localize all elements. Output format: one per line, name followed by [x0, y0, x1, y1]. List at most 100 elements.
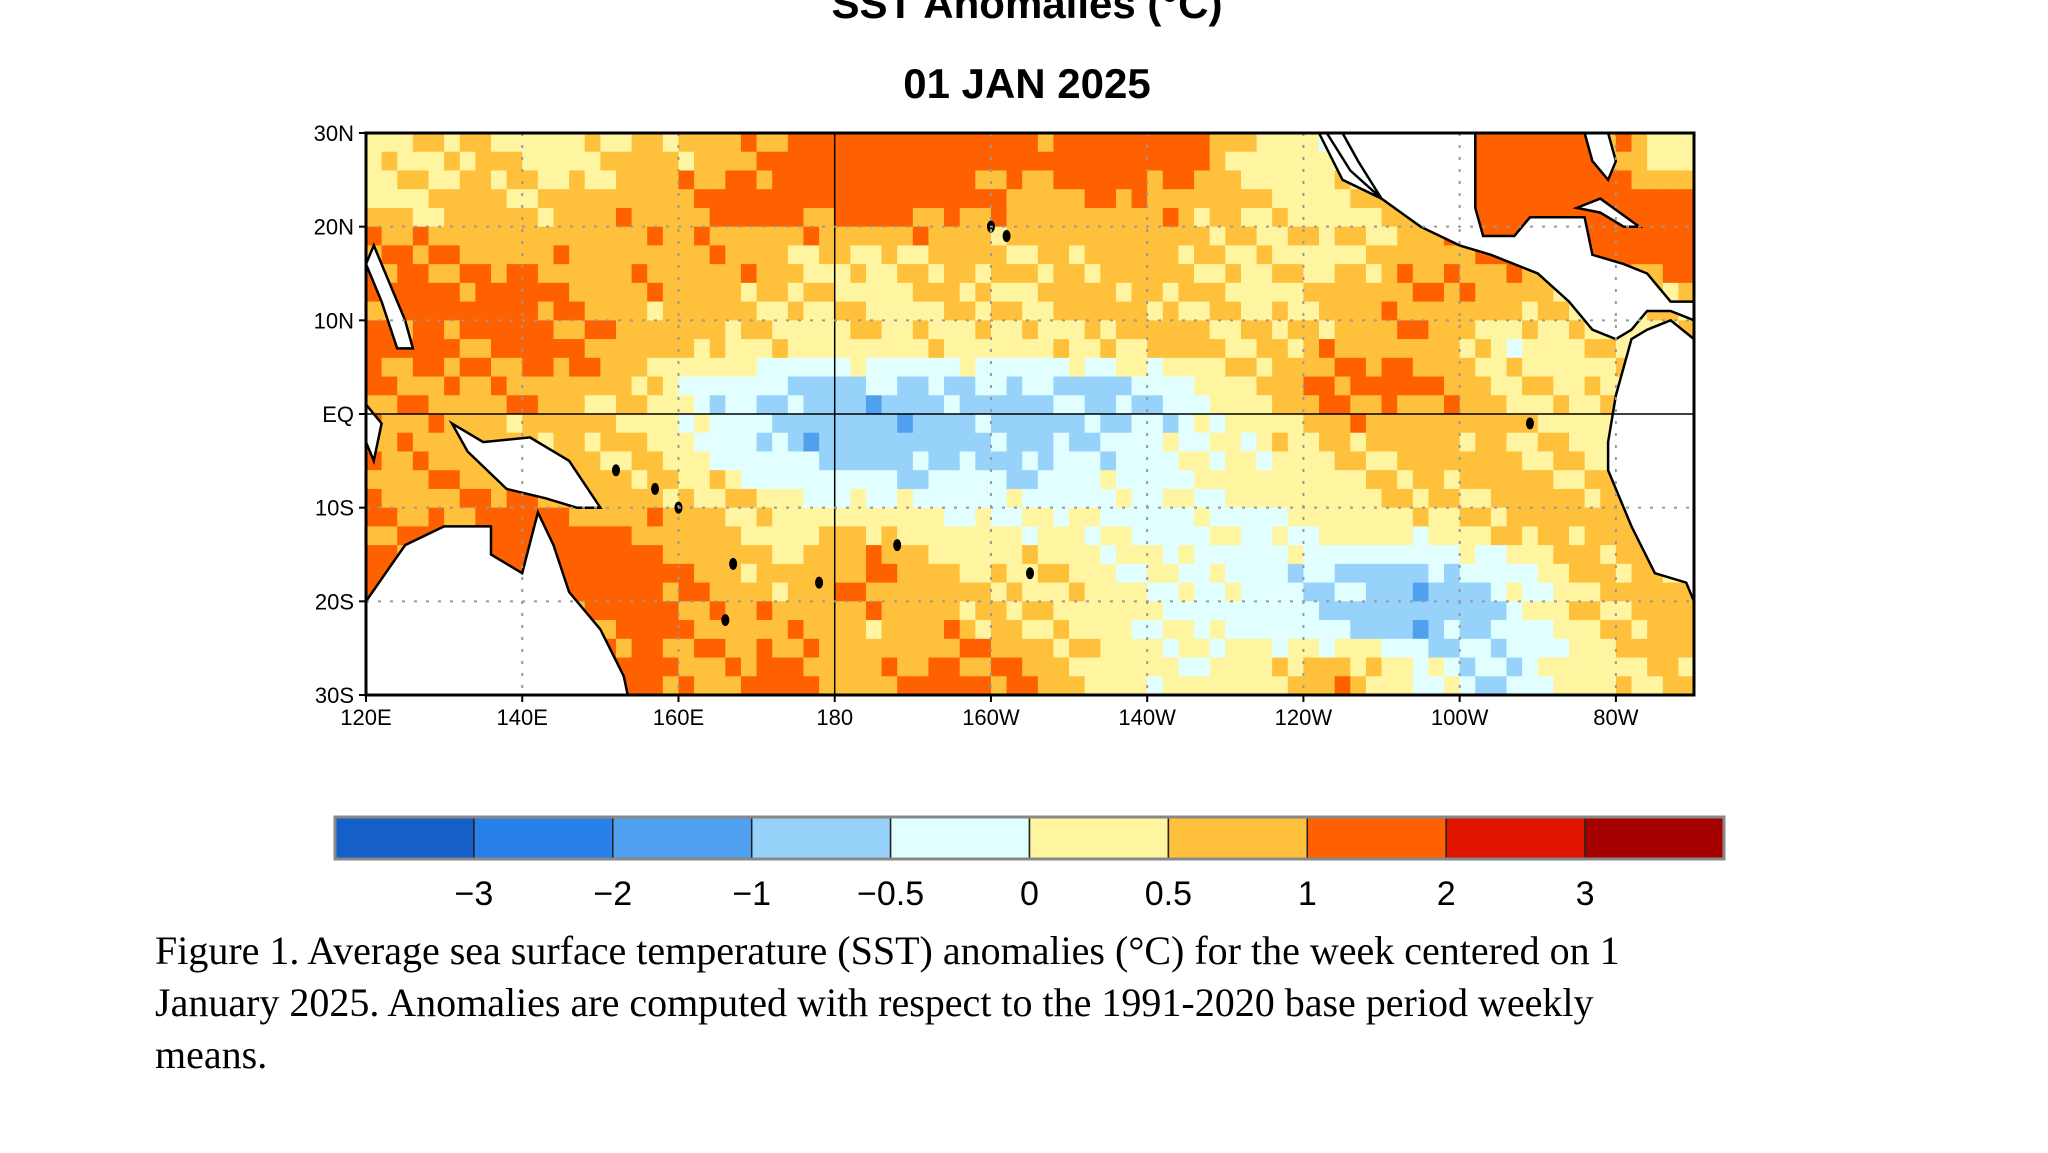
heatmap-cell	[1475, 151, 1492, 172]
heatmap-cell	[631, 133, 648, 153]
heatmap-cell	[459, 357, 476, 378]
heatmap-cell	[1522, 470, 1539, 490]
heatmap-cell	[1584, 657, 1601, 677]
heatmap-cell	[850, 339, 867, 359]
heatmap-cell	[975, 582, 992, 602]
heatmap-cell	[865, 676, 883, 696]
heatmap-cell	[897, 376, 914, 396]
heatmap-cell	[1147, 657, 1164, 677]
heatmap-cell	[850, 376, 867, 396]
heatmap-cell	[600, 526, 617, 546]
heatmap-cell	[756, 620, 773, 640]
heatmap-cell	[1209, 488, 1226, 509]
heatmap-cell	[444, 151, 461, 172]
heatmap-cell	[1100, 282, 1117, 303]
heatmap-cell	[1069, 507, 1086, 527]
heatmap-cell	[756, 676, 773, 696]
heatmap-cell	[787, 545, 805, 565]
heatmap-cell	[631, 207, 648, 228]
heatmap-cell	[1272, 676, 1289, 696]
heatmap-cell	[631, 226, 648, 246]
heatmap-cell	[1037, 432, 1055, 453]
heatmap-cell	[647, 357, 664, 378]
heatmap-cell	[615, 301, 633, 321]
heatmap-cell	[615, 339, 633, 359]
heatmap-cell	[1319, 320, 1336, 340]
heatmap-cell	[475, 245, 492, 265]
heatmap-cell	[1084, 395, 1101, 415]
heatmap-cell	[1037, 170, 1055, 190]
colorbar-label: 1	[1298, 875, 1317, 913]
heatmap-cell	[694, 207, 711, 228]
heatmap-cell	[475, 301, 492, 321]
heatmap-cell	[553, 151, 570, 172]
heatmap-cell	[990, 676, 1008, 696]
heatmap-cell	[600, 245, 617, 265]
heatmap-cell	[1115, 395, 1133, 415]
heatmap-cell	[975, 189, 992, 209]
heatmap-cell	[897, 488, 914, 509]
heatmap-cell	[912, 470, 930, 490]
heatmap-cell	[865, 151, 883, 172]
heatmap-cell	[1053, 245, 1070, 265]
heatmap-cell	[850, 563, 867, 584]
heatmap-cell	[678, 582, 695, 602]
heatmap-cell	[1115, 133, 1133, 153]
heatmap-cell	[1459, 507, 1476, 527]
heatmap-cell	[1287, 638, 1305, 659]
heatmap-cell	[1334, 207, 1351, 228]
heatmap-cell	[1053, 526, 1070, 546]
heatmap-cell	[1334, 620, 1351, 640]
heatmap-cell	[1084, 301, 1101, 321]
heatmap-cell	[1647, 582, 1664, 602]
heatmap-cell	[1256, 638, 1273, 659]
heatmap-cell	[819, 432, 836, 453]
heatmap-cell	[412, 376, 430, 396]
heatmap-cell	[1428, 320, 1445, 340]
heatmap-cell	[459, 245, 476, 265]
heatmap-cell	[381, 488, 398, 509]
heatmap-cell	[1272, 151, 1289, 172]
heatmap-cell	[1131, 357, 1148, 378]
heatmap-cell	[381, 151, 398, 172]
heatmap-cell	[537, 395, 555, 415]
heatmap-cell	[912, 414, 930, 434]
heatmap-cell	[490, 507, 508, 527]
heatmap-cell	[944, 320, 961, 340]
heatmap-cell	[1287, 563, 1305, 584]
heatmap-cell	[1115, 207, 1133, 228]
heatmap-cell	[819, 657, 836, 677]
heatmap-cell	[366, 488, 383, 509]
heatmap-cell	[1100, 488, 1117, 509]
heatmap-cell	[975, 451, 992, 471]
heatmap-cell	[569, 414, 586, 434]
heatmap-cell	[662, 432, 680, 453]
heatmap-cell	[490, 151, 508, 172]
heatmap-cell	[1537, 151, 1554, 172]
heatmap-cell	[990, 563, 1008, 584]
heatmap-cell	[1240, 676, 1258, 696]
heatmap-cell	[397, 357, 414, 378]
heatmap-cell	[647, 507, 664, 527]
heatmap-cell	[834, 676, 851, 696]
heatmap-cell	[1553, 133, 1570, 153]
heatmap-cell	[944, 620, 961, 640]
heatmap-cell	[1053, 657, 1070, 677]
heatmap-cell	[975, 207, 992, 228]
heatmap-cell	[1537, 676, 1554, 696]
heatmap-cell	[772, 357, 789, 378]
heatmap-cell	[740, 582, 758, 602]
heatmap-cell	[881, 151, 898, 172]
lat-tick-label: 20N	[314, 215, 354, 240]
heatmap-cell	[1381, 432, 1398, 453]
heatmap-cell	[1006, 620, 1023, 640]
heatmap-cell	[1319, 638, 1336, 659]
heatmap-cell	[397, 245, 414, 265]
heatmap-cell	[1615, 526, 1633, 546]
heatmap-cell	[740, 245, 758, 265]
colorbar-swatch	[1445, 816, 1586, 860]
heatmap-cell	[709, 189, 726, 209]
heatmap-cell	[1522, 638, 1539, 659]
heatmap-cell	[1678, 282, 1695, 303]
heatmap-cell	[615, 357, 633, 378]
